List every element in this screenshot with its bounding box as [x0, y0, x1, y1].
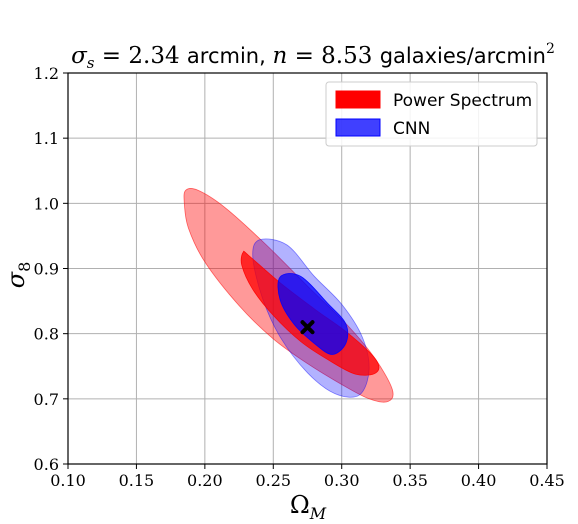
y-tick-label: 0.9	[34, 260, 59, 279]
legend: Power Spectrum CNN	[325, 81, 538, 147]
cnn-inner-contour	[277, 273, 349, 355]
title-n-symbol: n	[272, 43, 287, 69]
x-axis-subscript: M	[309, 504, 327, 523]
title-n-unit-exponent: 2	[546, 41, 555, 57]
y-tick-label: 1.2	[34, 64, 59, 83]
x-tick-label: 0.15	[119, 471, 155, 490]
x-tick-label: 0.35	[392, 471, 428, 490]
legend-label-cnn: CNN	[393, 119, 430, 139]
title-sigma-symbol: σ	[71, 43, 88, 69]
title-sigma-subscript: s	[87, 54, 95, 72]
y-tick-label: 0.6	[34, 455, 59, 474]
contour-regions	[183, 187, 394, 403]
y-tick-label: 1.1	[34, 129, 59, 148]
legend-label-power-spectrum: Power Spectrum	[393, 91, 532, 111]
y-axis-label: σ8	[2, 262, 34, 289]
x-axis-symbol: Ω	[290, 491, 310, 519]
fiducial-marker-stroke	[300, 320, 315, 335]
x-tick-label: 0.25	[255, 471, 291, 490]
x-tick-label: 0.30	[324, 471, 360, 490]
legend-swatch-cnn	[335, 118, 381, 137]
x-tick-label: 0.20	[187, 471, 223, 490]
chart-title: σs = 2.34 arcmin, n = 8.53 galaxies/arcm…	[71, 41, 555, 72]
fiducial-marker-group	[300, 320, 315, 335]
y-axis-symbol: σ	[2, 271, 30, 288]
y-tick-label: 0.7	[34, 390, 59, 409]
x-tick-label: 0.40	[461, 471, 497, 490]
title-sigma-value: = 2.34	[94, 43, 186, 69]
title-n-unit: galaxies/arcmin	[380, 44, 546, 68]
y-axis-subscript: 8	[15, 262, 34, 272]
y-tick-label: 1.0	[34, 194, 59, 213]
x-axis-label: ΩM	[290, 491, 327, 523]
title-n-value: = 8.53	[287, 43, 379, 69]
x-tick-label: 0.10	[50, 471, 86, 490]
title-sigma-unit: arcmin,	[187, 44, 273, 68]
x-tick-label: 0.45	[529, 471, 565, 490]
y-tick-label: 0.8	[34, 325, 59, 344]
axis-ticks: 0.10 0.15 0.20 0.25 0.30 0.35 0.40 0.45 0.6 0.7 0.…	[34, 64, 565, 490]
legend-swatch-power-spectrum	[335, 90, 381, 109]
